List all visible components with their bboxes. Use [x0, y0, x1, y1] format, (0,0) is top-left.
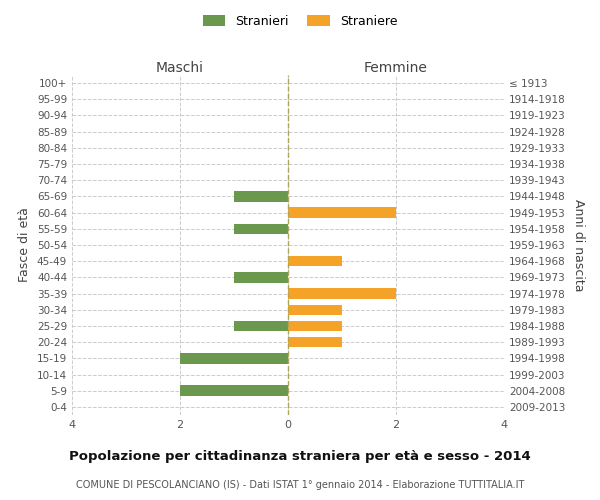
- Bar: [288, 337, 342, 347]
- Text: Maschi: Maschi: [156, 61, 204, 75]
- Bar: [234, 224, 288, 234]
- Text: Femmine: Femmine: [364, 61, 428, 75]
- Bar: [234, 272, 288, 282]
- Bar: [288, 320, 342, 331]
- Bar: [234, 191, 288, 202]
- Bar: [288, 304, 342, 315]
- Bar: [288, 288, 396, 299]
- Legend: Stranieri, Straniere: Stranieri, Straniere: [199, 11, 401, 32]
- Bar: [234, 320, 288, 331]
- Bar: [180, 353, 288, 364]
- Bar: [288, 208, 396, 218]
- Text: COMUNE DI PESCOLANCIANO (IS) - Dati ISTAT 1° gennaio 2014 - Elaborazione TUTTITA: COMUNE DI PESCOLANCIANO (IS) - Dati ISTA…: [76, 480, 524, 490]
- Y-axis label: Fasce di età: Fasce di età: [19, 208, 31, 282]
- Text: Popolazione per cittadinanza straniera per età e sesso - 2014: Popolazione per cittadinanza straniera p…: [69, 450, 531, 463]
- Bar: [288, 256, 342, 266]
- Bar: [180, 386, 288, 396]
- Y-axis label: Anni di nascita: Anni di nascita: [572, 198, 585, 291]
